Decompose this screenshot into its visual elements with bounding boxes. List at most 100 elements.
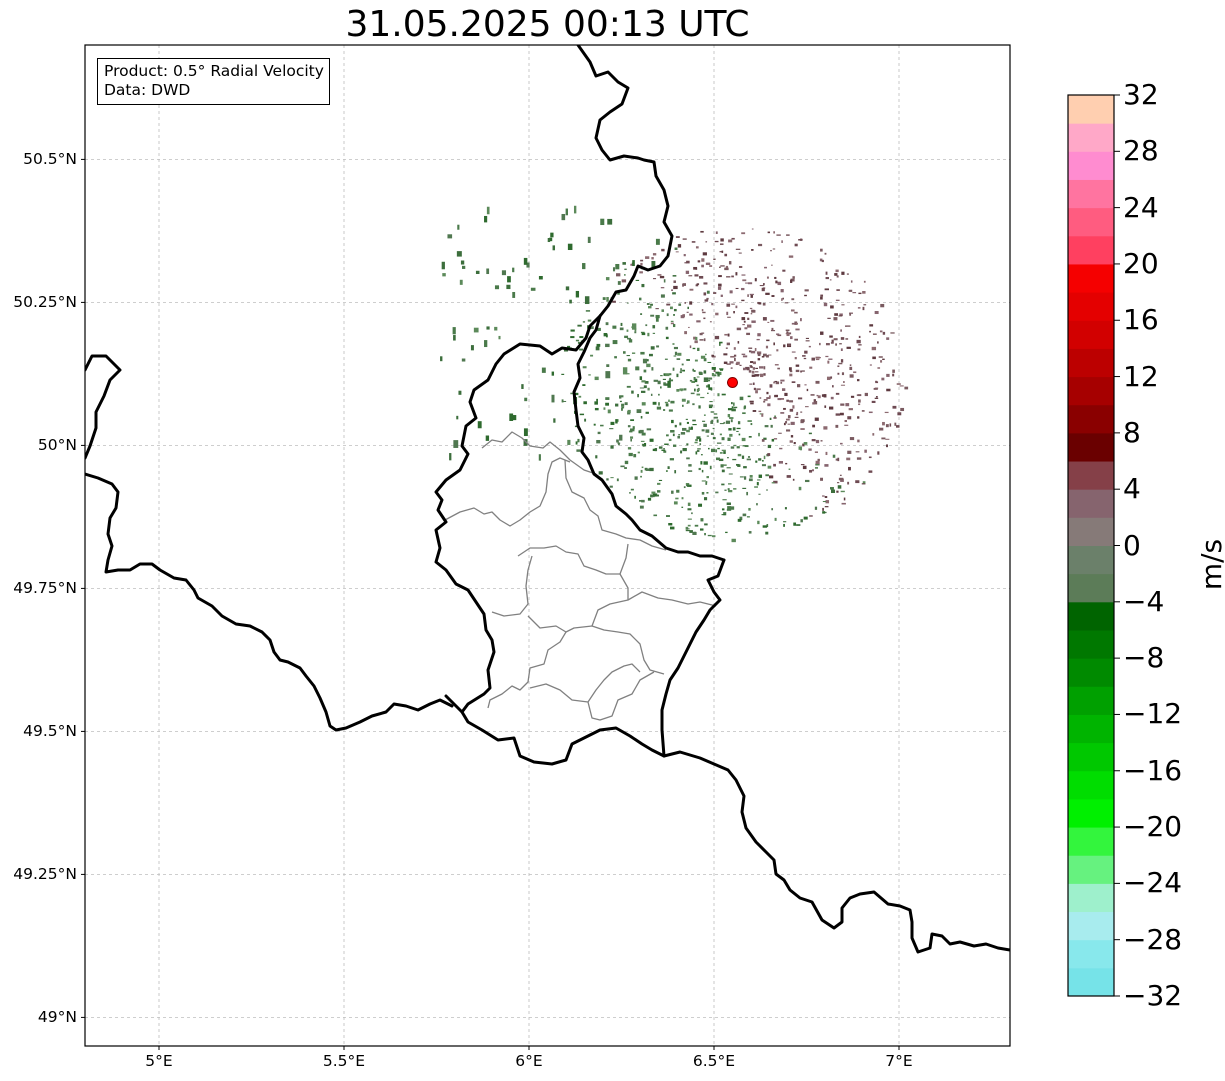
radar-echo — [769, 417, 772, 420]
radar-echo — [440, 356, 443, 362]
radar-echo — [682, 448, 687, 452]
radar-echo — [800, 428, 805, 430]
radar-echo — [605, 402, 610, 406]
radar-echo — [697, 448, 701, 450]
radar-echo — [787, 415, 791, 419]
radar-echo — [650, 303, 653, 306]
radar-echo — [890, 332, 895, 334]
radar-echo — [806, 388, 809, 392]
radar-echo — [726, 502, 731, 506]
radar-echo — [530, 287, 536, 291]
radar-echo — [683, 254, 686, 257]
radar-echo — [692, 403, 695, 406]
colorbar-segment — [1068, 320, 1114, 349]
radar-echo — [752, 382, 755, 385]
radar-echo — [895, 425, 900, 428]
radar-echo — [805, 406, 809, 408]
lon-tick-label: 5.5°E — [322, 1052, 366, 1070]
radar-echo — [830, 487, 834, 490]
radar-echo — [582, 321, 586, 323]
radar-echo — [802, 443, 805, 447]
radar-echo — [790, 336, 793, 340]
radar-echo — [805, 337, 809, 339]
radar-echo — [649, 438, 654, 442]
radar-echo — [724, 333, 728, 336]
radar-echo — [769, 384, 773, 388]
radar-echo — [707, 534, 712, 537]
radar-echo — [524, 397, 528, 402]
radar-echo — [597, 431, 601, 435]
radar-echo — [736, 361, 740, 365]
radar-echo — [822, 507, 824, 511]
radar-echo — [605, 277, 610, 281]
radar-echo — [840, 359, 844, 363]
radar-echo — [846, 273, 849, 275]
colorbar-segment — [1068, 827, 1114, 856]
radar-echo — [594, 401, 598, 405]
radar-echo — [561, 213, 566, 221]
colorbar-tick-label: 8 — [1123, 415, 1141, 449]
radar-echo — [648, 306, 652, 309]
colorbar-segment — [1068, 629, 1114, 659]
radar-echo — [849, 366, 853, 371]
radar-echo — [707, 361, 712, 363]
radar-echo — [730, 446, 735, 449]
radar-echo — [687, 508, 692, 511]
radar-echo — [849, 364, 852, 366]
radar-echo — [747, 420, 752, 422]
radar-echo — [458, 390, 462, 395]
radar-echo — [748, 347, 753, 349]
radar-echo — [663, 409, 666, 411]
radar-echo — [868, 470, 873, 473]
radar-echo — [588, 374, 591, 376]
radar-echo — [730, 506, 735, 510]
radar-echo — [630, 488, 634, 491]
radar-echo — [771, 438, 775, 442]
radar-echo — [663, 373, 666, 376]
radar-echo — [781, 388, 786, 391]
radar-echo — [645, 468, 650, 471]
radar-echo — [857, 439, 860, 443]
radar-echo — [844, 419, 847, 423]
radar-echo — [674, 351, 678, 356]
radar-echo — [803, 357, 807, 360]
radar-echo — [651, 495, 655, 498]
radar-echo — [845, 403, 850, 407]
radar-echo — [538, 454, 541, 461]
radar-echo — [836, 275, 839, 278]
radar-echo — [709, 321, 712, 323]
radar-echo — [619, 395, 622, 399]
radar-echo — [791, 298, 795, 301]
radar-echo — [669, 526, 675, 530]
radar-echo — [652, 332, 656, 334]
radar-echo — [677, 435, 681, 439]
radar-echo — [668, 409, 673, 412]
radar-echo — [744, 327, 748, 330]
radar-echo — [822, 495, 825, 497]
radar-echo — [677, 352, 682, 356]
radar-echo — [696, 436, 701, 440]
district-border — [564, 459, 667, 551]
radar-echo — [723, 361, 728, 364]
radar-echo — [736, 427, 741, 430]
radar-echo — [715, 457, 720, 461]
radar-echo — [672, 444, 677, 447]
radar-echo — [710, 432, 714, 435]
radar-echo — [705, 429, 710, 433]
colorbar-segment — [1068, 348, 1114, 378]
radar-echo — [828, 358, 833, 360]
radar-echo — [716, 442, 722, 444]
radar-echo — [693, 388, 696, 392]
radar-echo — [814, 400, 818, 405]
radar-echo — [728, 483, 732, 485]
radar-echo — [679, 371, 682, 374]
radar-echo — [786, 475, 791, 478]
radar-echo — [834, 273, 838, 276]
radar-echo — [847, 416, 852, 420]
radar-echo — [715, 449, 718, 453]
radar-echo — [622, 367, 628, 375]
radar-echo — [582, 384, 586, 386]
radar-echo — [687, 524, 691, 527]
radar-echo — [802, 355, 806, 357]
radar-echo — [728, 261, 732, 265]
